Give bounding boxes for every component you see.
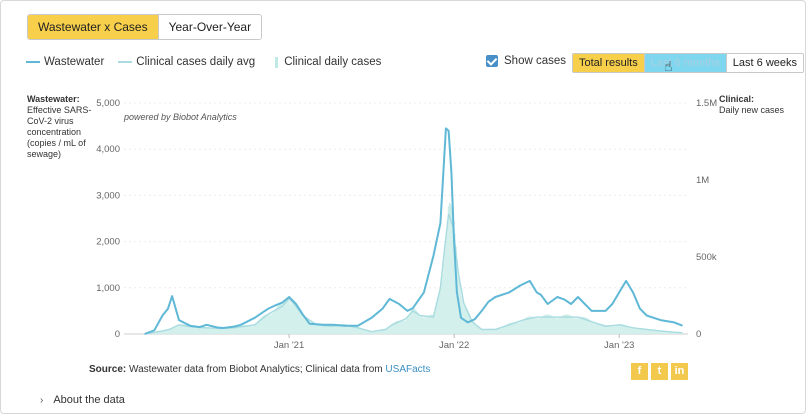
- wastewater-cases-chart: 0 1,000 2,000 3,000 4,000 5,000 0 500k 1M 1.5M Jan…: [96, 98, 717, 351]
- clinical-avg-line: [144, 213, 683, 335]
- about-label: About the data: [53, 394, 125, 406]
- x-tick-label: Jan '22: [439, 340, 469, 351]
- y-tick-label: 3,000: [96, 190, 120, 201]
- x-tick-label: Jan '23: [604, 340, 634, 351]
- pointer-hand-icon: ☝: [664, 58, 673, 74]
- right-axis-label: Clinical: Daily new cases: [719, 94, 784, 116]
- range-last-6-months[interactable]: Last 6 months: [643, 54, 726, 72]
- y-tick-label: 2,000: [96, 237, 120, 248]
- chevron-right-icon: ›: [40, 394, 44, 406]
- source-link-usafacts[interactable]: USAFacts: [385, 364, 431, 375]
- source-text: Wastewater data from Biobot Analytics; C…: [126, 364, 386, 375]
- legend-item-wastewater[interactable]: Wastewater: [26, 56, 104, 68]
- show-cases-toggle[interactable]: Show cases: [486, 55, 566, 67]
- legend-item-clinical-daily[interactable]: Clinical daily cases: [269, 56, 381, 68]
- clinical-daily-bar-swatch: [275, 56, 279, 68]
- y-tick-label: 1,000: [96, 283, 120, 294]
- tab-wastewater-x-cases[interactable]: Wastewater x Cases: [28, 15, 158, 39]
- left-axis-title: Wastewater:: [27, 94, 80, 104]
- source-prefix: Source:: [89, 364, 127, 375]
- clinical-avg-area: [144, 213, 683, 334]
- right-axis-description: Daily new cases: [719, 105, 785, 115]
- facebook-icon[interactable]: f: [631, 363, 648, 380]
- range-last-6-weeks[interactable]: Last 6 weeks: [725, 54, 803, 72]
- y-tick-label: 0: [115, 329, 120, 340]
- y2-tick-label: 1.5M: [696, 98, 717, 109]
- y-tick-label: 4,000: [96, 144, 120, 155]
- x-tick-label: Jan '21: [274, 340, 304, 351]
- linkedin-icon[interactable]: in: [671, 363, 688, 380]
- y-tick-label: 5,000: [96, 98, 120, 109]
- legend-label-clinical-daily: Clinical daily cases: [284, 56, 382, 68]
- legend-label-wastewater: Wastewater: [44, 56, 105, 68]
- share-buttons: f t in: [631, 363, 691, 380]
- show-cases-label: Show cases: [504, 55, 567, 67]
- y2-tick-label: 1M: [696, 175, 709, 186]
- wastewater-line: [144, 127, 683, 335]
- clinical-avg-line-swatch: [118, 61, 133, 63]
- twitter-icon[interactable]: t: [651, 363, 668, 380]
- powered-by-note: powered by Biobot Analytics: [124, 112, 237, 122]
- legend-item-clinical-avg[interactable]: Clinical cases daily avg: [118, 56, 255, 68]
- wastewater-line-swatch: [26, 61, 40, 63]
- y2-tick-label: 0: [696, 329, 701, 340]
- time-range-selector: Total results Last 6 months Last 6 weeks: [572, 53, 804, 73]
- view-toggle: Wastewater x Cases Year-Over-Year: [27, 14, 263, 40]
- y2-tick-label: 500k: [696, 252, 717, 263]
- legend-label-clinical-avg: Clinical cases daily avg: [136, 56, 256, 68]
- source-note: Source: Wastewater data from Biobot Anal…: [89, 364, 430, 375]
- left-axis-description: Effective SARS-CoV-2 virus concentration…: [27, 105, 92, 159]
- about-the-data-toggle[interactable]: › About the data: [40, 394, 125, 406]
- range-total-results[interactable]: Total results: [573, 54, 644, 72]
- left-axis-label: Wastewater: Effective SARS-CoV-2 virus c…: [27, 94, 93, 160]
- show-cases-checkbox[interactable]: [486, 55, 498, 67]
- chart-legend: Wastewater Clinical cases daily avg Clin…: [26, 56, 395, 68]
- tab-year-over-year[interactable]: Year-Over-Year: [157, 15, 262, 39]
- right-axis-title: Clinical:: [719, 94, 755, 104]
